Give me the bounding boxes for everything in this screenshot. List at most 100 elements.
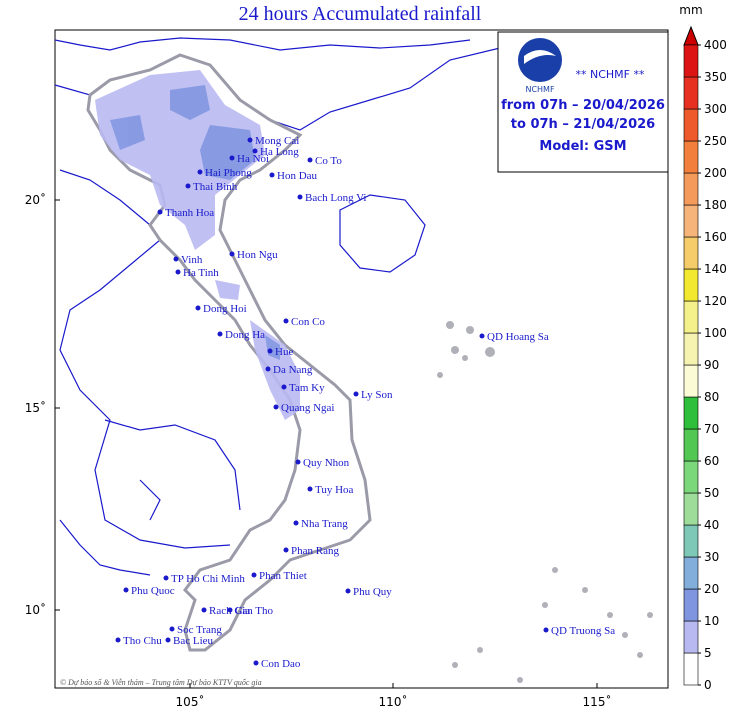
place-label: QD Truong Sa bbox=[551, 625, 615, 637]
place-dot bbox=[293, 520, 299, 526]
place-dot bbox=[307, 157, 313, 163]
place-dot bbox=[265, 366, 271, 372]
shape bbox=[95, 70, 265, 250]
place-label: Nha Trang bbox=[301, 518, 348, 530]
colorbar-label: 10 bbox=[704, 614, 719, 628]
shape bbox=[607, 612, 613, 618]
place-label: Thanh Hoa bbox=[165, 207, 214, 219]
shape bbox=[437, 372, 443, 378]
place-label: Phan Thiet bbox=[259, 570, 307, 582]
place-dot bbox=[283, 547, 289, 553]
place-dot bbox=[201, 607, 207, 613]
shape bbox=[452, 662, 458, 668]
logo-swirl bbox=[524, 50, 556, 64]
colorbar-label: 100 bbox=[704, 326, 727, 340]
shape bbox=[265, 335, 280, 360]
colorbar-label: 50 bbox=[704, 486, 719, 500]
axes: 20˚ 15˚ 10˚ 105˚ 110˚ 115˚ bbox=[25, 192, 612, 709]
to-time: to 07h – 21/04/2026 bbox=[511, 117, 655, 132]
place-label: Tuy Hoa bbox=[315, 484, 354, 496]
colorbar-segment bbox=[683, 460, 699, 494]
colorbar-segment bbox=[683, 620, 699, 654]
shape bbox=[104, 419, 241, 521]
place-dot bbox=[543, 627, 549, 633]
place-label: Co To bbox=[315, 155, 342, 167]
colorbar-segment bbox=[683, 76, 699, 110]
colorbar-label: 0 bbox=[704, 678, 712, 692]
shape bbox=[215, 280, 240, 300]
place-label: Tho Chu bbox=[123, 635, 162, 647]
shape bbox=[485, 347, 495, 357]
place-dot bbox=[345, 588, 351, 594]
vietnam-border bbox=[86, 53, 372, 652]
place-dot bbox=[251, 572, 257, 578]
place-dot bbox=[185, 183, 191, 189]
place-label: Dong Hoi bbox=[203, 303, 247, 315]
place-dot bbox=[173, 256, 179, 262]
shape bbox=[110, 115, 145, 150]
colorbar-label: 30 bbox=[704, 550, 719, 564]
footer: © Dự báo số & Viễn thám – Trung tâm Dự b… bbox=[60, 678, 262, 687]
place-label: Hon Ngu bbox=[237, 249, 278, 261]
colorbar-label: 300 bbox=[704, 102, 727, 116]
place-dot bbox=[115, 637, 121, 643]
place-dot bbox=[295, 459, 301, 465]
place-label: Ly Son bbox=[361, 389, 393, 401]
agency: ** NCHMF ** bbox=[576, 68, 645, 81]
colorbar-segment bbox=[683, 556, 699, 590]
place-label: Bac Lieu bbox=[173, 635, 214, 647]
place-dot bbox=[175, 269, 181, 275]
colorbar-segment bbox=[683, 236, 699, 270]
place-label: QD Hoang Sa bbox=[487, 331, 549, 343]
shape bbox=[339, 194, 426, 273]
place-label: TP Ho Chi Minh bbox=[171, 573, 245, 585]
place-dot bbox=[169, 626, 175, 632]
rain-heavy bbox=[110, 85, 280, 360]
place-label: Ha Tinh bbox=[183, 267, 219, 279]
islands bbox=[437, 321, 653, 683]
place-label: Tam Ky bbox=[289, 382, 325, 394]
colorbar-segment bbox=[683, 268, 699, 302]
place-label: Hue bbox=[275, 346, 293, 358]
colorbar-label: 180 bbox=[704, 198, 727, 212]
colorbar-label: 90 bbox=[704, 358, 719, 372]
place-dot bbox=[253, 660, 259, 666]
lon-label: 105˚ bbox=[176, 694, 205, 709]
colorbar-segment bbox=[683, 44, 699, 78]
colorbar-unit: mm bbox=[679, 3, 702, 17]
colorbar-segment bbox=[683, 204, 699, 238]
shape bbox=[59, 519, 151, 576]
colorbar-segment bbox=[683, 524, 699, 558]
title: 24 hours Accumulated rainfall bbox=[239, 3, 482, 25]
colorbar: mm 0 5 10 20 30 40 50 60 70 80 90 100 120 140 160 180 200… bbox=[679, 3, 727, 692]
place-dot bbox=[247, 137, 253, 143]
shape bbox=[552, 567, 558, 573]
place-label: Phu Quy bbox=[353, 586, 392, 598]
colorbar-label: 5 bbox=[704, 646, 712, 660]
place-label: Hon Dau bbox=[277, 170, 318, 182]
colorbar-segment bbox=[683, 428, 699, 462]
shape bbox=[462, 355, 468, 361]
colorbar-label: 120 bbox=[704, 294, 727, 308]
colorbar-label: 60 bbox=[704, 454, 719, 468]
place-dot bbox=[283, 318, 289, 324]
colorbar-label: 40 bbox=[704, 518, 719, 532]
colorbar-label: 350 bbox=[704, 70, 727, 84]
place-dot bbox=[353, 391, 359, 397]
place-dot bbox=[269, 172, 275, 178]
place-dot bbox=[163, 575, 169, 581]
colorbar-segment bbox=[683, 140, 699, 174]
place-label: Hai Phong bbox=[205, 167, 252, 179]
place-dot bbox=[157, 209, 163, 215]
place-label: Dong Ha bbox=[225, 329, 265, 341]
rain-areas bbox=[95, 70, 300, 420]
place-dot bbox=[123, 587, 129, 593]
colorbar-segment bbox=[683, 364, 699, 398]
place-dot bbox=[227, 607, 233, 613]
lon-label: 110˚ bbox=[379, 694, 408, 709]
colorbar-label: 140 bbox=[704, 262, 727, 276]
shape bbox=[477, 647, 483, 653]
